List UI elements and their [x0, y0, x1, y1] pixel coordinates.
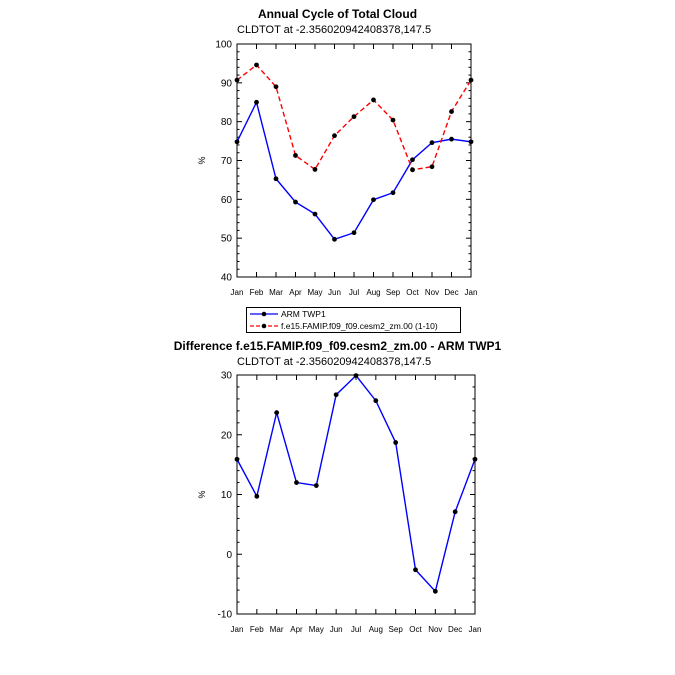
chart-2-series-0-point [254, 493, 260, 499]
chart-1-series-1-point [312, 167, 318, 172]
chart-1-xtick-label: Sep [386, 288, 401, 297]
chart-1-xtick-label: Mar [269, 288, 283, 297]
chart-1-ytick-label: 90 [221, 78, 233, 89]
chart-2-series-0-point [333, 392, 339, 398]
chart-1-series-1-point [234, 77, 240, 83]
chart-1-xtick-label: Apr [289, 288, 302, 297]
chart-1-series-1-point [351, 114, 357, 120]
chart-2-series-0-point [313, 483, 319, 488]
chart-2-series-0-point [452, 509, 458, 515]
chart-2-xtick-label: Jan [231, 625, 244, 634]
chart-1-series-1-point [449, 109, 454, 114]
legend-label-arm: ARM TWP1 [281, 309, 326, 319]
chart-1-series-0-point [332, 236, 337, 242]
legend: ARM TWP1 f.e15.FAMIP.f09_f09.cesm2_zm.00… [246, 307, 461, 333]
chart-1-xtick-label: Nov [425, 288, 439, 297]
chart-2-xtick-label: Nov [428, 625, 442, 634]
chart-2-ytick-label: -10 [218, 610, 233, 621]
chart-1-ytick-label: 50 [221, 234, 233, 245]
chart-1-series-0-point [449, 136, 454, 142]
chart-1-series-0-point [273, 176, 279, 182]
legend-marker-model [250, 323, 278, 329]
chart-1-subtitle: CLDTOT at -2.356020942408378,147.5 [237, 24, 432, 36]
chart-1-series-0-point [410, 157, 415, 163]
chart-2-series-0-point [393, 440, 399, 445]
chart-2-ytick-label: 0 [226, 550, 232, 561]
chart-2-series-0-point [432, 588, 438, 594]
chart-1-ytick-label: 40 [221, 273, 233, 284]
chart-1-xtick-label: Jul [349, 288, 359, 297]
chart-2-xtick-label: Aug [369, 625, 383, 634]
chart-2-xtick-label: Jan [469, 625, 482, 634]
chart-2-xtick-label: Oct [409, 625, 422, 634]
chart-1-series-1-point [332, 133, 337, 139]
chart-1-ytick-label: 60 [221, 195, 233, 206]
chart-1-ylabel: % [197, 156, 207, 164]
chart-2-subtitle: CLDTOT at -2.356020942408378,147.5 [237, 356, 432, 368]
chart-1-xtick-label: May [307, 288, 322, 297]
chart-2-ytick-label: 20 [221, 430, 233, 441]
chart-1-xtick-label: Oct [406, 288, 419, 297]
chart-1-ytick-label: 80 [221, 117, 233, 128]
chart-1-series-1-point [410, 167, 415, 173]
chart-1-ytick-label: 100 [215, 40, 232, 51]
chart-2-series-0-point [353, 373, 359, 378]
chart-1-series-0-point [371, 197, 376, 203]
legend-marker-arm [250, 311, 278, 317]
chart-1-xtick-label: Jan [465, 288, 478, 297]
chart-2-xtick-label: Jul [351, 625, 361, 634]
chart-1-series-1-point [468, 77, 474, 83]
chart-1-title: Annual Cycle of Total Cloud [257, 7, 418, 21]
chart-2-xtick-label: Mar [270, 625, 284, 634]
chart-1-series-0-point [429, 140, 435, 146]
legend-entry-arm: ARM TWP1 [247, 308, 460, 320]
chart-1-xtick-label: Jun [328, 288, 341, 297]
chart-1-series-0-point [293, 199, 298, 205]
chart-1-series-1-point [293, 153, 298, 158]
chart-1-xtick-label: Dec [444, 288, 458, 297]
chart-1-series-0-point [234, 139, 240, 145]
chart-1-series-1-point [390, 117, 396, 123]
chart-1-series-1-point [371, 97, 376, 103]
chart-2-title: Difference f.e15.FAMIP.f09_f09.cesm2_zm.… [173, 339, 502, 353]
chart-1-series-1-point [273, 84, 279, 90]
chart-2-ylabel: % [197, 490, 207, 498]
chart-1-series-0-point [468, 139, 474, 145]
legend-entry-model: f.e15.FAMIP.f09_f09.cesm2_zm.00 (1-10) [247, 320, 460, 332]
chart-2-xtick-label: May [309, 625, 324, 634]
chart-2-xtick-label: Sep [389, 625, 404, 634]
chart-1-series-0-point [254, 99, 259, 105]
chart-2-series-0-point [234, 456, 240, 462]
chart-2-ytick-label: 10 [221, 490, 233, 501]
chart-1-xtick-label: Aug [366, 288, 380, 297]
chart-2-xtick-label: Apr [290, 625, 303, 634]
chart-2-xtick-label: Dec [448, 625, 462, 634]
chart-2-series-0-point [294, 480, 299, 485]
chart-2-xtick-label: Feb [250, 625, 264, 634]
chart-1-ytick-label: 70 [221, 156, 233, 167]
chart-2-ytick-label: 30 [221, 371, 233, 382]
legend-label-model: f.e15.FAMIP.f09_f09.cesm2_zm.00 (1-10) [281, 321, 438, 331]
chart-1-series-1-point [429, 164, 435, 170]
chart-1-series-1-point [254, 62, 259, 68]
chart-2-series-0-point [472, 456, 478, 462]
chart-2-xtick-label: Jun [330, 625, 343, 634]
chart-2-series-0-point [274, 410, 280, 416]
chart-2-series-0-point [373, 398, 379, 404]
chart-1-series-0-point [351, 230, 357, 236]
chart-1-series-0-point [312, 211, 318, 217]
chart-2-series-0-line [236, 374, 476, 593]
chart-1-series-0-point [390, 190, 396, 196]
chart-1-xtick-label: Jan [231, 288, 244, 297]
chart-1-xtick-label: Feb [250, 288, 264, 297]
chart-2-series-0-point [413, 567, 418, 573]
